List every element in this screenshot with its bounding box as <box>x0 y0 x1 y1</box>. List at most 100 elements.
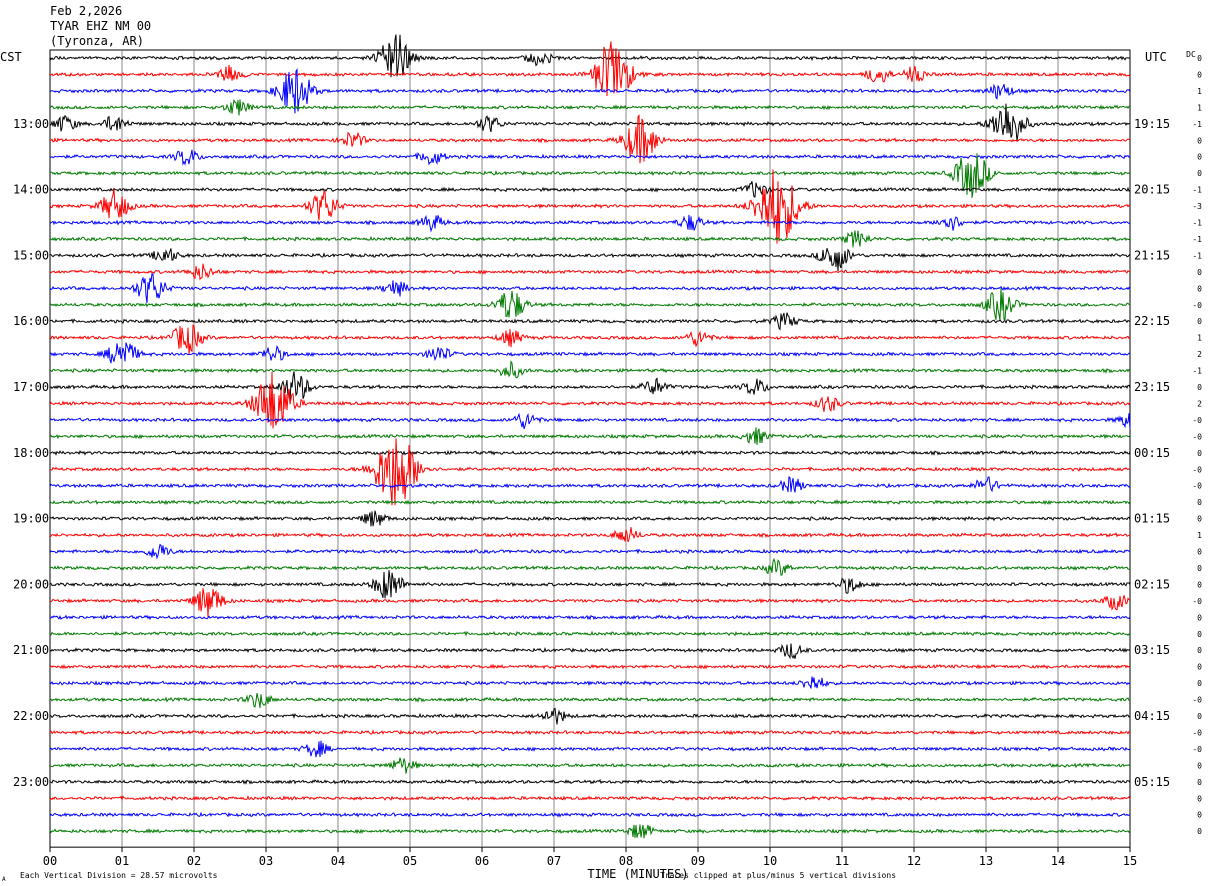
plot-frame <box>49 49 1131 848</box>
utc-time-label: 00:15 <box>1134 446 1170 460</box>
seismic-trace <box>49 312 1131 331</box>
x-tick-label: 09 <box>691 854 705 868</box>
dc-offset-label: 0 <box>1197 679 1202 688</box>
dc-offset-label: 1 <box>1197 103 1202 112</box>
dc-label: DC <box>1186 50 1196 59</box>
clip-note: Traces clipped at plus/minus 5 vertical … <box>660 871 896 880</box>
dc-offset-label: -1 <box>1192 251 1202 260</box>
cst-time-label: 16:00 <box>13 314 49 328</box>
seismic-trace <box>49 557 1131 576</box>
cst-time-label: 21:00 <box>13 643 49 657</box>
utc-time-label: 04:15 <box>1134 709 1170 723</box>
x-axis-title: TIME (MINUTES) <box>587 867 688 881</box>
x-tick-label: 14 <box>1051 854 1065 868</box>
seismic-trace <box>49 68 1131 114</box>
cst-time-label: 20:00 <box>13 577 49 591</box>
seismic-trace <box>49 740 1131 758</box>
seismic-trace <box>49 778 1131 785</box>
dc-offset-label: 0 <box>1197 761 1202 770</box>
x-tick-label: 07 <box>547 854 561 868</box>
dc-offset-label: -0 <box>1192 696 1202 705</box>
axis-labels: CST UTC DC 13:00 14:00 15:00 16:00 17:00 18… <box>0 50 1202 883</box>
x-tick-label: 12 <box>907 854 921 868</box>
seismic-trace <box>49 693 1131 708</box>
dc-offset-label: 0 <box>1197 284 1202 293</box>
dc-offset-label: 0 <box>1197 317 1202 326</box>
seismic-trace <box>49 230 1131 248</box>
seismic-trace <box>49 475 1131 493</box>
dc-offset-label: -0 <box>1192 416 1202 425</box>
dc-offset-label: -0 <box>1192 482 1202 491</box>
seismic-trace <box>50 248 1131 272</box>
minute-gridlines <box>49 49 1131 848</box>
seismic-trace <box>49 824 1131 839</box>
dc-offset-label: -1 <box>1192 120 1202 129</box>
header-date: Feb 2,2026 <box>50 4 123 18</box>
dc-offset-label: 0 <box>1197 811 1202 820</box>
seismic-trace <box>49 811 1131 818</box>
x-tick-label: 03 <box>259 854 273 868</box>
seismic-trace <box>49 41 1131 97</box>
header-location: (Tyronza, AR) <box>50 34 144 48</box>
seismic-trace <box>49 98 1131 116</box>
dc-offset-label: 0 <box>1197 54 1202 63</box>
utc-time-label: 23:15 <box>1134 380 1170 394</box>
seismic-trace <box>49 360 1131 379</box>
dc-offset-label: -1 <box>1192 186 1202 195</box>
seismic-trace <box>49 149 1131 166</box>
dc-offset-label: 0 <box>1197 580 1202 589</box>
seismic-traces <box>49 34 1131 839</box>
header-station: TYAR EHZ NM 00 <box>50 19 152 33</box>
left-axis-label: CST <box>0 50 22 64</box>
seismic-trace <box>49 614 1131 621</box>
utc-time-label: 22:15 <box>1134 314 1170 328</box>
dc-offset-label: 0 <box>1197 515 1202 524</box>
dc-offset-label: -3 <box>1192 202 1202 211</box>
dc-offset-label: 0 <box>1197 383 1202 392</box>
seismic-trace <box>49 663 1131 670</box>
x-tick-label: 08 <box>619 854 633 868</box>
utc-time-label: 19:15 <box>1134 117 1170 131</box>
cst-time-label: 13:00 <box>13 117 49 131</box>
seismic-trace <box>49 499 1131 506</box>
x-tick-label: 06 <box>475 854 489 868</box>
dc-offset-label: 0 <box>1197 169 1202 178</box>
x-tick-label: 05 <box>403 854 417 868</box>
seismic-trace <box>49 371 1131 429</box>
scale-note: Each Vertical Division = 28.57 microvolt… <box>20 871 218 880</box>
cst-time-label: 18:00 <box>13 446 49 460</box>
dc-offset-label: 2 <box>1197 350 1202 359</box>
seismic-trace <box>49 570 1131 599</box>
corner-mark: A <box>2 876 6 883</box>
seismic-trace <box>49 342 1131 364</box>
cst-time-label: 17:00 <box>13 380 49 394</box>
seismic-trace <box>49 34 1131 78</box>
x-tick-label: 15 <box>1123 854 1137 868</box>
dc-offset-label: -1 <box>1192 219 1202 228</box>
seismic-trace <box>49 630 1131 637</box>
cst-time-label: 15:00 <box>13 248 49 262</box>
dc-offset-label: -1 <box>1192 235 1202 244</box>
x-tick-label: 00 <box>43 854 57 868</box>
seismic-trace <box>49 427 1131 445</box>
seismic-trace <box>49 449 1131 456</box>
dc-offset-label: -0 <box>1192 728 1202 737</box>
dc-offset-label: 0 <box>1197 712 1202 721</box>
seismic-trace <box>49 272 1131 303</box>
dc-offset-label: 1 <box>1197 87 1202 96</box>
dc-offset-label: -0 <box>1192 745 1202 754</box>
utc-time-label: 20:15 <box>1134 183 1170 197</box>
seismic-trace <box>49 103 1130 142</box>
dc-offset-label: 0 <box>1197 778 1202 787</box>
seismic-trace <box>49 510 1131 527</box>
dc-offset-label: 0 <box>1197 136 1202 145</box>
utc-time-label: 02:15 <box>1134 577 1170 591</box>
dc-offset-label: 0 <box>1197 646 1202 655</box>
dc-offset-label: 0 <box>1197 153 1202 162</box>
dc-offset-label: -0 <box>1192 465 1202 474</box>
seismic-trace <box>49 371 1131 402</box>
dc-offset-label: 1 <box>1197 531 1202 540</box>
seismic-trace <box>50 181 1131 198</box>
dc-offset-label: 1 <box>1197 334 1202 343</box>
